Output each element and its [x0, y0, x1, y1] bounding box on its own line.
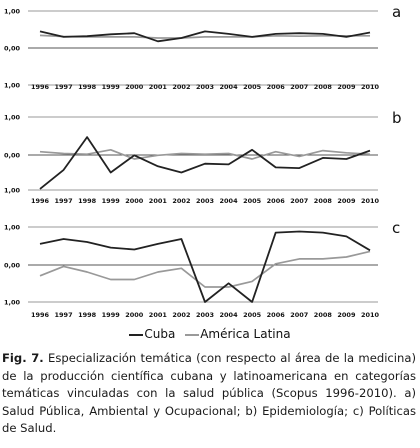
legend-item-cuba: Cuba [129, 327, 175, 341]
figure-caption: Fig. 7. Especialización temática (con re… [2, 350, 416, 438]
x-tick-label: 2005 [243, 311, 262, 319]
legend-item-latam: América Latina [185, 327, 291, 341]
panel-label: b [392, 109, 402, 127]
y-tick-label: 1,00 [4, 114, 21, 122]
series-line-cuba [39, 30, 371, 43]
x-tick-label: 1997 [55, 197, 73, 205]
chart-panel-c: 1,00 0,00 1,00 1996 1997 1998 1999 2000 2001 2002… [4, 219, 400, 319]
chart-panel-a: 1,00 0,00 1,00 1996 1997 1998 1999 2000 2001 2002… [4, 3, 401, 91]
caption-label: Fig. 7. [2, 351, 44, 365]
x-tick-label: 2003 [196, 197, 214, 205]
x-tick-label: 1999 [102, 197, 121, 205]
y-tick-label: 1,00 [4, 82, 21, 90]
x-tick-label: 2007 [290, 83, 308, 91]
x-tick-label: 1996 [31, 197, 50, 205]
x-tick-label: 2003 [196, 311, 214, 319]
x-tick-label: 2006 [267, 83, 286, 91]
x-tick-label: 2001 [149, 197, 168, 205]
x-tick-label: 2000 [125, 311, 144, 319]
x-tick-label: 2006 [267, 197, 286, 205]
y-tick-label: 0,00 [4, 152, 21, 160]
series-line-cuba [39, 230, 371, 303]
x-tick-label: 1997 [55, 311, 73, 319]
chart-panel-b: 1,00 0,00 1,00 1996 1997 1998 1999 2000 2001 2002… [4, 109, 402, 205]
legend-swatch-cuba [129, 333, 144, 336]
x-tick-label: 2001 [149, 311, 168, 319]
x-tick-label: 2001 [149, 83, 168, 91]
x-tick-label: 2002 [172, 197, 190, 205]
x-tick-label: 2007 [290, 311, 308, 319]
x-tick-label: 2004 [220, 197, 239, 205]
y-tick-label: 1,00 [4, 187, 21, 195]
x-tick-label: 2002 [172, 311, 190, 319]
x-tick-label: 2002 [172, 83, 190, 91]
x-tick-label: 2005 [243, 197, 262, 205]
y-tick-label: 0,00 [4, 262, 21, 270]
x-tick-label: 2009 [337, 197, 356, 205]
x-tick-label: 2010 [361, 197, 380, 205]
series-line-am-rica-latina [39, 250, 371, 288]
x-tick-label: 1996 [31, 83, 50, 91]
x-tick-label: 1999 [102, 83, 121, 91]
series-line-am-rica-latina [39, 148, 371, 160]
x-tick-label: 1999 [102, 311, 121, 319]
x-tick-label: 2004 [220, 83, 239, 91]
x-tick-label: 2003 [196, 83, 214, 91]
x-tick-label: 2008 [314, 311, 333, 319]
caption-text: Especialización temática (con respecto a… [2, 351, 417, 435]
x-tick-label: 2005 [243, 83, 262, 91]
x-tick-label: 2007 [290, 197, 308, 205]
x-tick-label: 2009 [337, 83, 356, 91]
x-tick-label: 2000 [125, 197, 144, 205]
panel-label: a [392, 3, 401, 21]
charts-area: 1,00 0,00 1,00 1996 1997 1998 1999 2000 2001 2002… [4, 3, 402, 319]
x-tick-label: 1998 [78, 311, 97, 319]
x-tick-label: 2006 [267, 311, 286, 319]
y-tick-label: 1,00 [4, 224, 21, 232]
x-tick-label: 2008 [314, 197, 333, 205]
y-tick-label: 1,00 [4, 299, 21, 307]
x-tick-label: 1998 [78, 83, 97, 91]
legend-label-cuba: Cuba [144, 327, 176, 341]
x-tick-label: 2010 [361, 311, 380, 319]
x-tick-label: 2008 [314, 83, 333, 91]
x-tick-label: 2010 [361, 83, 380, 91]
y-tick-label: 1,00 [4, 8, 21, 16]
panel-label: c [392, 219, 400, 237]
legend-swatch-latam [185, 333, 200, 336]
x-tick-label: 1998 [78, 197, 97, 205]
x-tick-label: 1996 [31, 311, 50, 319]
x-tick-label: 2004 [220, 311, 239, 319]
x-tick-label: 1997 [55, 83, 73, 91]
x-tick-label: 2000 [125, 83, 144, 91]
x-tick-label: 2009 [337, 311, 356, 319]
legend: Cuba América Latina [0, 327, 420, 341]
y-tick-label: 0,00 [4, 45, 21, 53]
legend-label-latam: América Latina [200, 327, 291, 341]
series-line-cuba [39, 136, 371, 190]
